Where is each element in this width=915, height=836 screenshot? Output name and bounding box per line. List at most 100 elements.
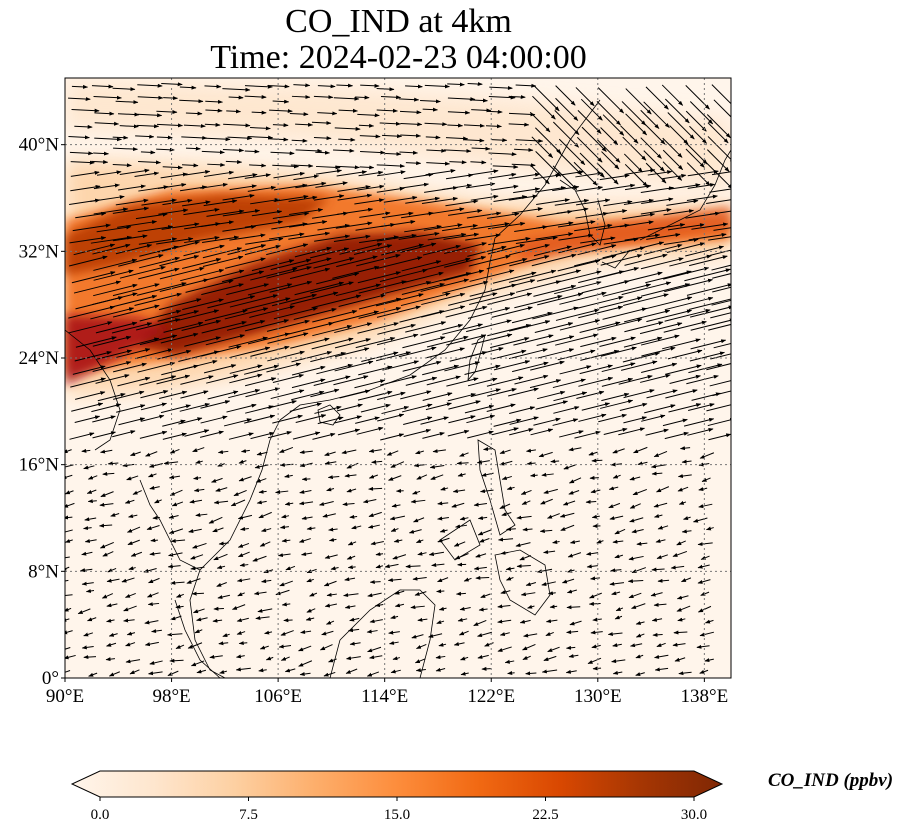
wind-arrow	[295, 414, 327, 423]
wind-arrow	[157, 240, 201, 253]
wind-arrow	[353, 244, 393, 256]
wind-arrow	[140, 390, 169, 399]
wind-arrow	[334, 322, 373, 334]
wind-arrow	[336, 83, 354, 88]
wind-arrow	[87, 475, 98, 480]
wind-arrow	[684, 268, 731, 282]
wind-arrow	[708, 433, 731, 441]
x-tick-label: 98°E	[152, 686, 190, 707]
wind-arrow	[228, 95, 244, 100]
wind-arrow	[227, 244, 267, 256]
wind-arrow	[70, 170, 100, 177]
wind-arrow	[580, 349, 620, 361]
wind-arrow	[681, 459, 692, 464]
wind-arrow	[490, 279, 536, 292]
wind-arrow	[68, 97, 91, 102]
wind-arrow	[91, 292, 138, 306]
wind-arrow	[293, 83, 311, 88]
wind-arrow	[90, 235, 132, 244]
wind-arrow	[315, 169, 343, 175]
wind-arrow	[577, 110, 602, 134]
wind-arrow	[180, 268, 225, 282]
colorbar-tick-label: 7.5	[239, 807, 258, 823]
wind-arrow	[463, 123, 485, 128]
wind-arrow	[424, 347, 465, 359]
y-tick-label: 24°N	[19, 348, 60, 369]
wind-arrow	[92, 415, 116, 423]
wind-arrow	[470, 160, 487, 165]
wind-arrow	[422, 107, 438, 112]
wind-arrow	[537, 390, 566, 400]
wind-arrow	[368, 448, 382, 453]
wind-arrow	[599, 173, 630, 181]
wind-arrow	[426, 148, 447, 153]
wind-arrow	[580, 236, 616, 244]
wind-arrow	[421, 305, 466, 318]
wind-arrow	[515, 235, 558, 244]
wind-arrow	[529, 111, 551, 133]
wind-arrow	[244, 297, 291, 310]
wind-arrow	[291, 350, 333, 363]
wind-arrow	[223, 418, 252, 427]
wind-arrow	[341, 449, 357, 455]
wind-arrow	[667, 223, 705, 231]
wind-arrow	[311, 337, 354, 350]
wind-arrow	[553, 406, 580, 414]
wind-arrow	[169, 489, 183, 496]
wind-arrow	[488, 95, 516, 100]
wind-arrow	[492, 271, 537, 284]
wind-arrow	[379, 220, 416, 228]
wind-arrow	[663, 320, 707, 333]
wind-arrow	[316, 272, 360, 285]
wind-arrow	[557, 349, 596, 361]
wind-arrow	[201, 150, 225, 155]
wind-arrow	[520, 489, 532, 495]
wind-arrow	[442, 323, 483, 335]
wind-arrow	[126, 475, 139, 481]
wind-arrow	[640, 186, 675, 194]
wind-arrow	[401, 271, 444, 284]
wind-arrow	[289, 208, 324, 215]
wind-arrow	[179, 403, 210, 412]
wind-arrow	[204, 122, 221, 127]
wind-arrow	[222, 209, 261, 217]
wind-arrow	[585, 499, 597, 504]
wind-arrow	[576, 390, 605, 399]
wind-arrow	[289, 112, 309, 117]
wind-arrow	[377, 391, 406, 401]
wind-arrow	[557, 259, 601, 272]
y-tick-label: 32°N	[19, 241, 60, 262]
wind-arrow	[422, 432, 445, 439]
wind-arrow	[612, 474, 621, 479]
wind-arrow	[509, 255, 550, 267]
wind-arrow	[184, 336, 221, 347]
wind-arrow	[256, 451, 268, 456]
wind-arrow	[180, 375, 214, 385]
wind-arrow	[664, 278, 713, 293]
wind-arrow	[568, 447, 582, 452]
wind-arrow	[204, 309, 248, 322]
wind-arrow	[420, 278, 470, 292]
wind-arrow	[93, 269, 134, 281]
wind-arrow	[179, 99, 204, 104]
wind-arrow	[412, 490, 421, 495]
wind-arrow	[686, 283, 731, 296]
wind-arrow	[338, 108, 358, 113]
wind-arrow	[579, 364, 613, 375]
wind-arrow	[619, 220, 654, 228]
wind-arrow	[623, 153, 643, 173]
wind-arrow	[415, 450, 424, 455]
wind-arrow	[558, 138, 586, 166]
wind-arrow	[157, 182, 187, 189]
wind-arrow	[444, 256, 487, 268]
wind-arrow	[333, 148, 355, 153]
wind-arrow	[201, 345, 242, 357]
wind-arrow	[333, 375, 369, 386]
wind-arrow	[550, 459, 560, 464]
wind-arrow	[273, 307, 319, 320]
wind-arrow	[115, 348, 151, 358]
wind-arrow	[158, 390, 188, 400]
wind-arrow	[249, 163, 267, 168]
wind-arrow	[136, 318, 181, 331]
wind-arrow	[314, 405, 342, 414]
